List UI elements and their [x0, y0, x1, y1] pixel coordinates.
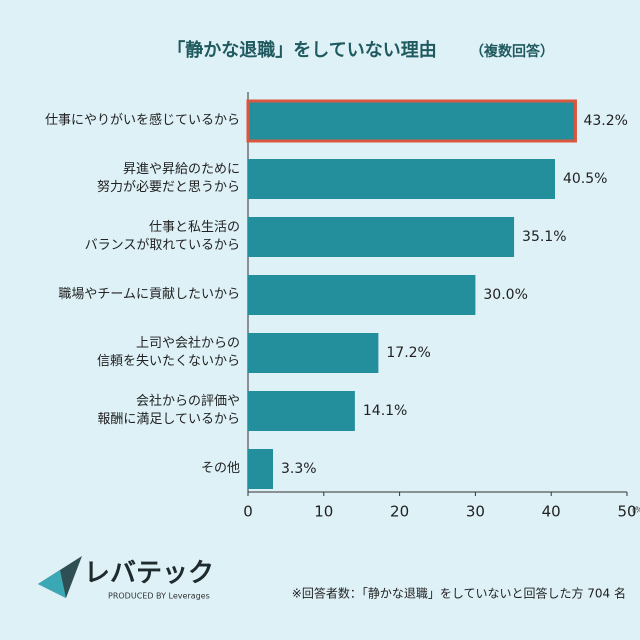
x-tick-label: 30	[466, 503, 485, 521]
value-label: 14.1%	[363, 403, 407, 419]
value-label: 35.1%	[522, 229, 566, 245]
chart-title: 「静かな退職」をしていない理由	[167, 39, 436, 61]
bar	[248, 217, 515, 257]
value-label: 30.0%	[483, 287, 527, 303]
x-axis-label: (%)	[632, 506, 640, 515]
category-label: 職場やチームに貢献したいから	[58, 287, 240, 302]
value-label: 3.3%	[281, 461, 317, 477]
bar	[248, 333, 379, 373]
category-label: 昇進や昇給のために 努力が必要だと思うから	[96, 162, 240, 195]
bar	[248, 159, 555, 199]
category-label: 仕事にやりがいを感じているから	[44, 113, 240, 128]
category-label: 会社からの評価や 報酬に満足しているから	[97, 394, 240, 427]
category-label: 上司や会社からの 信頼を失いたくないから	[96, 336, 240, 369]
x-tick-label: 40	[542, 503, 561, 521]
x-tick-label: 0	[243, 503, 253, 521]
category-label: その他	[200, 461, 240, 476]
value-label: 17.2%	[386, 345, 430, 361]
footnote: ※回答者数：「静かな退職」をしていないと回答した方 704 名	[292, 586, 626, 601]
bar	[248, 391, 355, 431]
brand: レバテック	[84, 559, 214, 589]
logo-mark	[38, 570, 66, 598]
bar	[248, 449, 274, 489]
x-tick-label: 50	[617, 503, 636, 521]
x-tick-label: 10	[314, 503, 333, 521]
category-label: 仕事と私生活の バランスが取れているから	[84, 220, 240, 253]
brand-sub: PRODUCED BY Leverages	[108, 592, 210, 601]
chart-subtitle: （複数回答）	[470, 43, 554, 60]
bar	[246, 99, 577, 143]
x-tick-label: 20	[390, 503, 409, 521]
value-label: 40.5%	[563, 171, 607, 187]
bar	[248, 275, 476, 315]
value-label: 43.2%	[583, 113, 627, 129]
